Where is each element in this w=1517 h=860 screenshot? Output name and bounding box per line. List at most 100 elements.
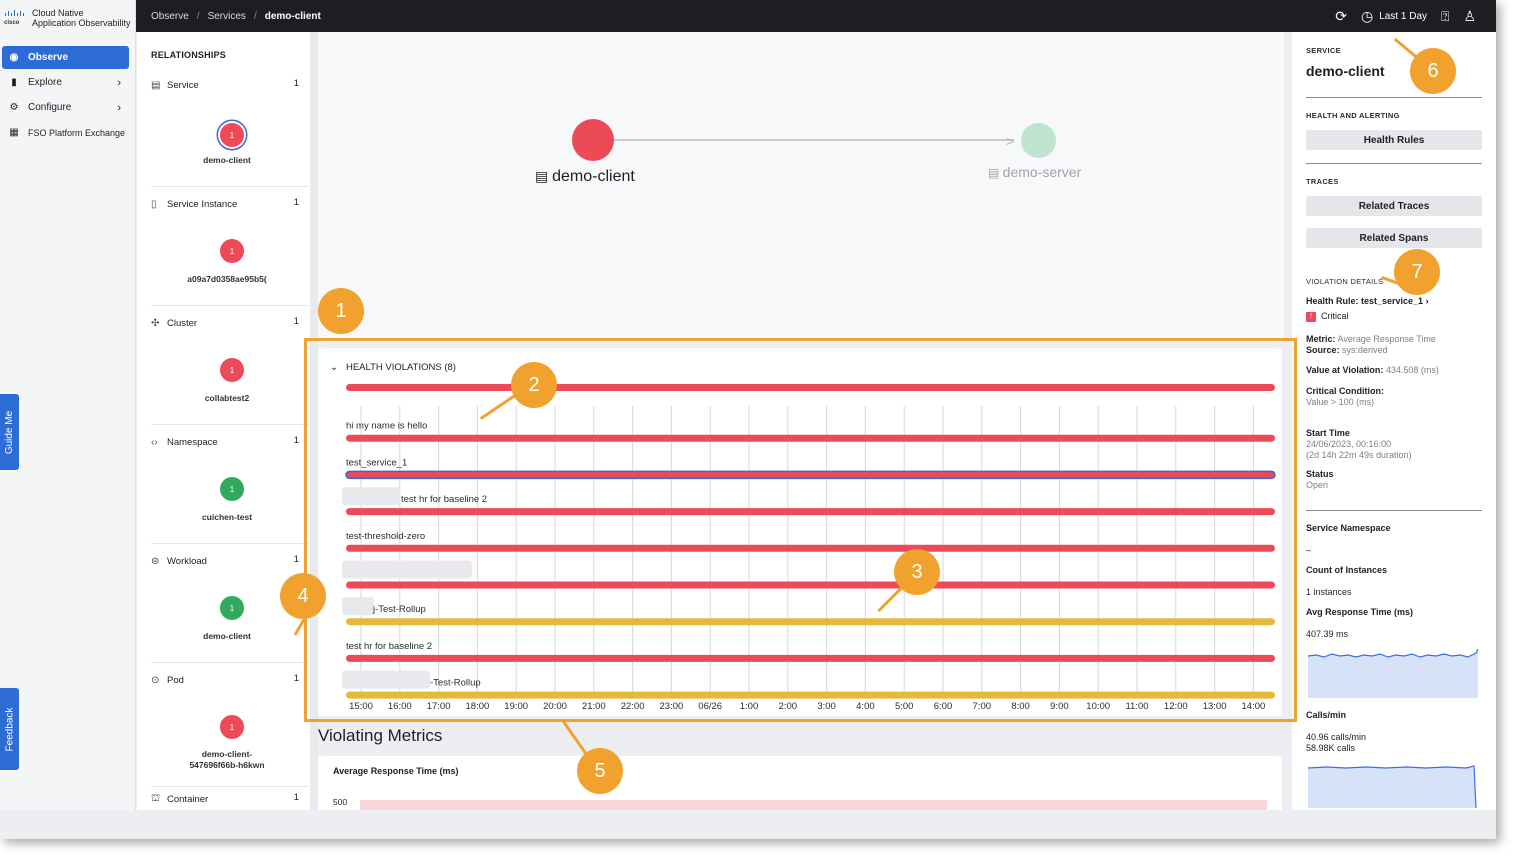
status-dot[interactable]: 1	[220, 358, 244, 382]
status-dot[interactable]: 1	[220, 596, 244, 620]
guide-me-tab[interactable]: Guide Me	[0, 394, 19, 470]
breadcrumb-current: demo-client	[264, 10, 321, 22]
rel-pod[interactable]: ⊙ Pod 1 1 demo-client- 547696f66b-h6kwn	[151, 667, 309, 787]
service-caption: SERVICE	[1306, 46, 1341, 55]
calls-per-min: Calls/min 40.96 calls/min 58.98K calls	[1306, 710, 1367, 753]
violation-label: -Test-Rollup	[430, 678, 481, 689]
breadcrumb: Observe / Services / demo-client	[151, 10, 321, 22]
eye-icon: ◉	[9, 52, 19, 63]
rel-name: a09a7d0358ae95b5(	[187, 274, 267, 284]
redacted-label	[342, 670, 430, 689]
node-label-source: ▤ demo-client	[535, 168, 635, 185]
rel-service[interactable]: ▤ Service 1 1 demo-client	[151, 72, 309, 187]
health-caption: HEALTH AND ALERTING	[1306, 111, 1400, 120]
rel-container[interactable]: ⛫ Container 1	[151, 792, 299, 805]
health-violations-card: 15:00 16:00 17:00 18:00 19:00 20:00 21:00 22:00…	[318, 348, 1282, 716]
annotation-badge: 5	[577, 748, 623, 794]
critical-condition: Critical Condition: Value > 100 (ms)	[1306, 386, 1384, 407]
status-dot[interactable]: 1	[220, 239, 244, 263]
node-label-target: ▤ demo-server	[988, 164, 1082, 180]
rel-cluster[interactable]: ✣ Cluster 1 1 collabtest2	[151, 310, 309, 425]
x-tick-label: 13:00	[1203, 701, 1227, 712]
violation-bar[interactable]	[346, 581, 1275, 589]
service-details-panel: SERVICE demo-client HEALTH AND ALERTING …	[1292, 32, 1496, 810]
redacted-label	[342, 560, 472, 579]
divider	[1306, 510, 1482, 511]
refresh-icon[interactable]: ⟳	[1335, 7, 1347, 24]
violation-bar[interactable]	[346, 618, 1275, 626]
nav-configure[interactable]: ⚙ Configure ›	[9, 101, 121, 114]
health-rule-link[interactable]: Health Rule: test_service_1 ›	[1306, 296, 1429, 306]
violation-bar[interactable]	[346, 384, 1275, 391]
annotation-badge: 3	[894, 549, 940, 595]
time-range-picker[interactable]: ◷ Last 1 Day	[1361, 7, 1428, 24]
status: Status Open	[1306, 469, 1334, 490]
x-tick-label: 2:00	[779, 701, 798, 712]
help-icon[interactable]: ⍰	[1441, 7, 1450, 24]
clock-icon: ◷	[1361, 7, 1374, 24]
node-demo-client[interactable]	[572, 119, 614, 161]
status-dot[interactable]: 1	[220, 123, 244, 147]
x-tick-label: 6:00	[934, 701, 953, 712]
traces-caption: TRACES	[1306, 177, 1339, 186]
violation-bar[interactable]	[346, 691, 1275, 699]
user-icon[interactable]: ♙	[1463, 7, 1476, 24]
violation-caption: VIOLATION DETAILS	[1306, 277, 1384, 286]
related-spans-button[interactable]: Related Spans	[1306, 228, 1482, 248]
nav-observe[interactable]: ◉ Observe	[2, 46, 129, 69]
x-tick-label: 16:00	[388, 701, 412, 712]
violation-label: j-Test-Rollup	[372, 604, 426, 615]
rel-workload[interactable]: ⊜ Workload 1 1 demo-client	[151, 548, 309, 663]
rel-service-instance[interactable]: ▯ Service Instance 1 1 a09a7d0358ae95b5(	[151, 191, 309, 306]
service-icon: ▤	[988, 166, 1003, 180]
rel-name: demo-client	[203, 631, 251, 641]
divider	[1306, 97, 1482, 98]
x-tick-label: 14:00	[1242, 701, 1266, 712]
divider	[1306, 163, 1482, 164]
value-at-violation: Value at Violation: 434.508 (ms)	[1306, 365, 1439, 375]
node-demo-server[interactable]	[1021, 123, 1056, 158]
cluster-icon: ✣	[151, 317, 160, 329]
rel-name: demo-client- 547696f66b-h6kwn	[189, 749, 265, 770]
relationships-title: RELATIONSHIPS	[151, 50, 226, 60]
breadcrumb-observe[interactable]: Observe	[151, 10, 189, 22]
redacted-label	[342, 487, 400, 506]
avg-response-sparkline	[1307, 648, 1479, 698]
status-dot[interactable]: 1	[220, 477, 244, 501]
x-tick-label: 18:00	[466, 701, 490, 712]
status-dot[interactable]: 1	[220, 715, 244, 739]
nav-fso-exchange[interactable]: ▦ FSO Platform Exchange	[9, 127, 126, 138]
severity: ! Critical	[1306, 311, 1482, 322]
rel-name: demo-client	[203, 155, 251, 165]
health-rules-button[interactable]: Health Rules	[1306, 130, 1482, 150]
critical-icon: !	[1306, 311, 1316, 322]
violation-label: test-threshold-zero	[346, 531, 425, 542]
violation-bar[interactable]	[346, 434, 1275, 442]
rel-name: cuichen-test	[201, 512, 253, 522]
relationships-panel: RELATIONSHIPS ▤ Service 1 1 demo-client ▯ S…	[137, 32, 310, 810]
nav-explore[interactable]: ▮ Explore ›	[2, 71, 129, 94]
violation-bar[interactable]	[345, 470, 1276, 480]
namespace-icon: ‹›	[151, 436, 158, 448]
related-traces-button[interactable]: Related Traces	[1306, 196, 1482, 216]
x-tick-label: 17:00	[427, 701, 451, 712]
bar-chart-icon: ▮	[11, 77, 17, 88]
x-tick-label: 21:00	[582, 701, 606, 712]
violating-metrics-title: Violating Metrics	[318, 726, 443, 745]
service-namespace: Service Namespace –	[1306, 523, 1391, 555]
breadcrumb-services[interactable]: Services	[207, 10, 246, 22]
violation-bar[interactable]	[346, 654, 1275, 662]
violation-bar[interactable]	[346, 508, 1275, 516]
x-tick-label: 1:00	[740, 701, 759, 712]
scrollbar[interactable]	[310, 32, 318, 810]
rel-namespace[interactable]: ‹› Namespace 1 1 cuichen-test	[151, 429, 309, 544]
grid-icon: ▦	[9, 127, 19, 138]
instance-count: Count of Instances 1 instances	[1306, 565, 1388, 597]
feedback-tab[interactable]: Feedback	[0, 688, 19, 770]
topology-map	[318, 32, 1284, 342]
cisco-logo: cisco	[4, 10, 26, 26]
top-bar: Observe / Services / demo-client ⟳ ◷ Las…	[136, 0, 1496, 32]
workload-icon: ⊜	[151, 555, 160, 567]
health-violations-header[interactable]: ⌄ HEALTH VIOLATIONS (8)	[330, 362, 456, 373]
violation-bar[interactable]	[346, 544, 1275, 552]
